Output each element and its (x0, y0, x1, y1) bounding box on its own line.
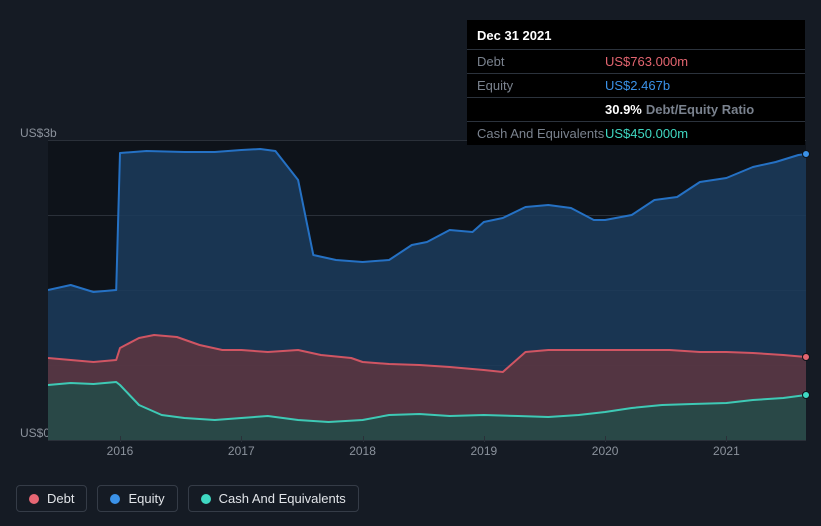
series-endpoint-marker (802, 353, 810, 361)
tooltip-date: Dec 31 2021 (467, 20, 805, 49)
legend-dot-icon (29, 494, 39, 504)
x-tick-mark (605, 436, 606, 442)
x-axis: 2016 2017 2018 2019 2020 2021 (48, 442, 806, 462)
legend-dot-icon (201, 494, 211, 504)
tooltip-row-label (477, 102, 605, 117)
tooltip-panel: Dec 31 2021 DebtUS$763.000mEquityUS$2.46… (467, 20, 805, 145)
tooltip-row-suffix: Debt/Equity Ratio (646, 102, 754, 117)
chart-plot-area[interactable] (48, 140, 806, 440)
y-axis-label-top: US$3b (20, 126, 57, 140)
tooltip-row: DebtUS$763.000m (467, 49, 805, 73)
x-tick-label: 2019 (470, 444, 497, 458)
x-tick-mark (726, 436, 727, 442)
legend-dot-icon (110, 494, 120, 504)
legend-item[interactable]: Equity (97, 485, 177, 512)
tooltip-row-label: Debt (477, 54, 605, 69)
x-tick-label: 2018 (349, 444, 376, 458)
chart-svg (48, 140, 806, 440)
y-axis-label-bottom: US$0 (20, 426, 50, 440)
tooltip-row: EquityUS$2.467b (467, 73, 805, 97)
tooltip-row: Cash And EquivalentsUS$450.000m (467, 121, 805, 145)
tooltip-row-label: Cash And Equivalents (477, 126, 605, 141)
legend-label: Cash And Equivalents (219, 491, 346, 506)
legend-label: Debt (47, 491, 74, 506)
gridline (48, 440, 806, 441)
x-tick-mark (241, 436, 242, 442)
x-tick-mark (363, 436, 364, 442)
x-tick-label: 2017 (228, 444, 255, 458)
tooltip-row-value: US$2.467b (605, 78, 670, 93)
x-tick-label: 2020 (592, 444, 619, 458)
tooltip-row-label: Equity (477, 78, 605, 93)
chart: US$3b US$0 2016 2017 2018 2019 2020 2021 (16, 124, 806, 506)
legend-label: Equity (128, 491, 164, 506)
x-tick-mark (120, 436, 121, 442)
tooltip-row: 30.9%Debt/Equity Ratio (467, 97, 805, 121)
series-endpoint-marker (802, 391, 810, 399)
x-tick-label: 2021 (713, 444, 740, 458)
legend-item[interactable]: Cash And Equivalents (188, 485, 359, 512)
legend-item[interactable]: Debt (16, 485, 87, 512)
x-tick-mark (484, 436, 485, 442)
legend: Debt Equity Cash And Equivalents (16, 485, 359, 512)
tooltip-row-value: US$763.000m (605, 54, 688, 69)
x-tick-label: 2016 (107, 444, 134, 458)
series-endpoint-marker (802, 150, 810, 158)
tooltip-row-value: US$450.000m (605, 126, 688, 141)
tooltip-row-value: 30.9%Debt/Equity Ratio (605, 102, 754, 117)
